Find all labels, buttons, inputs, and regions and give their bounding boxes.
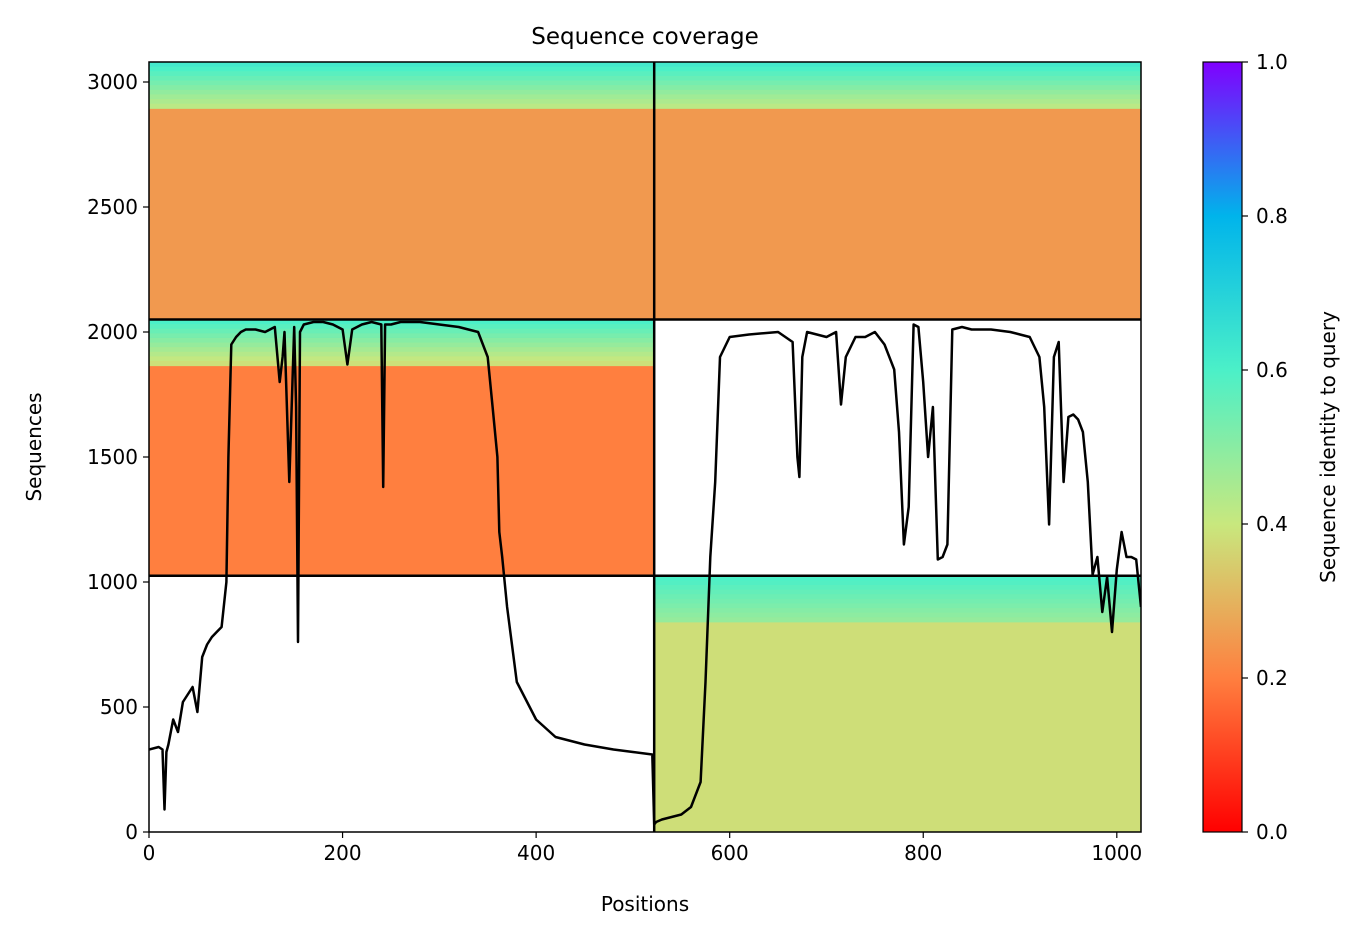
coverage-block-band xyxy=(149,333,655,339)
coverage-block-body xyxy=(654,108,1141,320)
x-tick-label: 800 xyxy=(904,841,942,865)
coverage-block-band xyxy=(149,356,655,362)
coverage-block-band xyxy=(654,99,1141,105)
coverage-block xyxy=(149,62,655,320)
coverage-block-band xyxy=(654,80,1141,86)
coverage-block-band xyxy=(149,103,655,109)
y-tick-label: 3000 xyxy=(87,70,138,94)
y-tick-label: 2500 xyxy=(87,195,138,219)
plot-frame xyxy=(148,61,1142,833)
x-axis-label: Positions xyxy=(601,892,689,916)
coverage-block-band xyxy=(654,575,1141,581)
coverage-block-band xyxy=(654,598,1141,604)
coverage-block-band xyxy=(149,89,655,95)
x-tick-label: 1000 xyxy=(1091,841,1142,865)
coverage-block-band xyxy=(654,66,1141,72)
colorbar-label: Sequence identity to query xyxy=(1316,311,1340,583)
block-dividers xyxy=(149,62,1141,832)
y-tick-label: 2000 xyxy=(87,320,138,344)
coverage-block-band xyxy=(149,324,655,330)
colorbar-tick-label: 0.6 xyxy=(1256,358,1288,382)
coverage-block-band xyxy=(654,94,1141,100)
y-tick-label: 500 xyxy=(100,695,138,719)
coverage-block-band xyxy=(654,612,1141,618)
coverage-block-body xyxy=(149,365,655,576)
coverage-block xyxy=(654,575,1141,832)
coverage-block-band xyxy=(654,85,1141,91)
colorbar-ticks: 0.0 0.2 0.4 0.6 0.8 1.0 xyxy=(1242,50,1288,844)
coverage-block-band xyxy=(654,71,1141,77)
coverage-block-band xyxy=(654,89,1141,95)
coverage-block-band xyxy=(654,589,1141,595)
coverage-block xyxy=(149,319,655,576)
coverage-block-band xyxy=(149,342,655,348)
colorbar-tick-label: 0.2 xyxy=(1256,666,1288,690)
y-tick-label: 1500 xyxy=(87,445,138,469)
coverage-block-band xyxy=(149,328,655,334)
x-axis-ticks: 0 200 400 600 800 1000 xyxy=(143,832,1142,865)
coverage-line-layer xyxy=(149,320,1141,826)
coverage-block-band xyxy=(654,608,1141,614)
y-tick-label: 0 xyxy=(125,820,138,844)
y-axis-ticks: 0 500 1000 1500 2000 2500 3000 xyxy=(87,70,149,844)
colorbar-tick-label: 0.0 xyxy=(1256,820,1288,844)
plot-area xyxy=(149,62,1141,832)
coverage-block-body xyxy=(149,108,655,320)
coverage-block-band xyxy=(149,351,655,357)
colorbar-gradient xyxy=(1202,61,1243,833)
x-tick-label: 400 xyxy=(517,841,555,865)
coverage-block-band xyxy=(149,94,655,100)
coverage-block-band xyxy=(654,75,1141,82)
colorbar-tick-label: 0.4 xyxy=(1256,512,1288,536)
coverage-block-band xyxy=(149,66,655,72)
coverage-block-band xyxy=(149,80,655,86)
coverage-block-band xyxy=(149,75,655,82)
coverage-block-band xyxy=(149,99,655,105)
coverage-blocks xyxy=(149,62,1141,832)
coverage-block-band xyxy=(149,62,655,68)
coverage-block-band xyxy=(654,103,1141,109)
chart-title: Sequence coverage xyxy=(531,24,759,50)
coverage-block-band xyxy=(654,580,1141,586)
x-tick-label: 600 xyxy=(711,841,749,865)
coverage-block-band xyxy=(654,594,1141,600)
coverage-block-band xyxy=(149,85,655,91)
y-axis-label: Sequences xyxy=(22,392,46,501)
coverage-block-band xyxy=(654,617,1141,623)
colorbar-tick-label: 0.8 xyxy=(1256,204,1288,228)
y-tick-label: 1000 xyxy=(87,570,138,594)
coverage-line xyxy=(149,320,1141,826)
coverage-block-band xyxy=(149,361,655,367)
coverage-block-band xyxy=(149,71,655,77)
coverage-block-band xyxy=(654,62,1141,68)
x-tick-label: 0 xyxy=(143,841,156,865)
coverage-block-band xyxy=(654,584,1141,591)
colorbar-tick-label: 1.0 xyxy=(1256,50,1288,74)
x-tick-label: 200 xyxy=(323,841,361,865)
coverage-block-band xyxy=(149,337,655,344)
coverage-block xyxy=(654,62,1141,320)
coverage-block-band xyxy=(149,347,655,353)
coverage-block-band xyxy=(654,603,1141,609)
colorbar: 0.0 0.2 0.4 0.6 0.8 1.0 Sequence identity to … xyxy=(1202,50,1340,844)
coverage-block-body xyxy=(654,621,1141,832)
